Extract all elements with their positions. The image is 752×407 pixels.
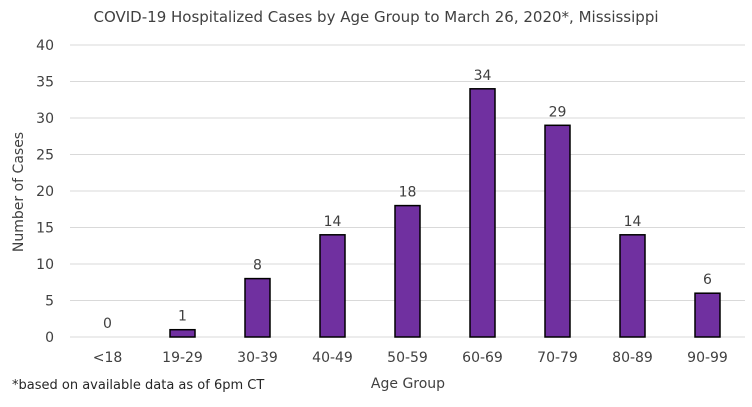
bar — [169, 328, 196, 338]
y-tick-label: 20 — [36, 184, 54, 200]
y-axis-ticks: 0 5 10 15 20 25 30 35 40 — [36, 38, 54, 346]
bar — [694, 292, 721, 338]
x-axis-title: Age Group — [371, 376, 445, 392]
bar — [244, 277, 271, 338]
x-tick-label: 50-59 — [387, 350, 428, 366]
x-tick-label: 19-29 — [162, 350, 203, 366]
y-axis-title: Number of Cases — [11, 132, 27, 252]
chart-title: COVID-19 Hospitalized Cases by Age Group… — [93, 8, 658, 26]
bars — [169, 88, 721, 338]
x-tick-label: <18 — [93, 350, 123, 366]
bar — [544, 124, 571, 338]
gridlines — [70, 44, 745, 338]
bar — [619, 234, 646, 338]
bar — [319, 234, 346, 338]
y-tick-label: 15 — [36, 221, 54, 237]
data-label: 6 — [703, 272, 712, 288]
bar — [469, 88, 496, 338]
data-label: 8 — [253, 258, 262, 274]
y-tick-label: 5 — [45, 294, 54, 310]
data-label: 14 — [324, 214, 342, 230]
data-label: 34 — [474, 68, 492, 84]
x-tick-label: 60-69 — [462, 350, 503, 366]
x-tick-label: 70-79 — [537, 350, 578, 366]
data-label: 0 — [103, 316, 112, 332]
x-tick-label: 90-99 — [687, 350, 728, 366]
x-tick-label: 40-49 — [312, 350, 353, 366]
data-label: 1 — [178, 309, 187, 325]
bar — [394, 204, 421, 338]
y-tick-label: 35 — [36, 75, 54, 91]
x-tick-label: 80-89 — [612, 350, 653, 366]
y-tick-label: 25 — [36, 148, 54, 164]
y-tick-label: 0 — [45, 330, 54, 346]
x-axis-ticks: <18 19-29 30-39 40-49 50-59 60-69 70-79 80-89 90… — [93, 350, 728, 366]
y-tick-label: 40 — [36, 38, 54, 54]
data-label: 14 — [624, 214, 642, 230]
y-tick-label: 30 — [36, 111, 54, 127]
data-label: 29 — [549, 104, 567, 120]
x-tick-label: 30-39 — [237, 350, 278, 366]
footnote: *based on available data as of 6pm CT — [12, 378, 264, 393]
data-label: 18 — [399, 185, 417, 201]
y-tick-label: 10 — [36, 257, 54, 273]
